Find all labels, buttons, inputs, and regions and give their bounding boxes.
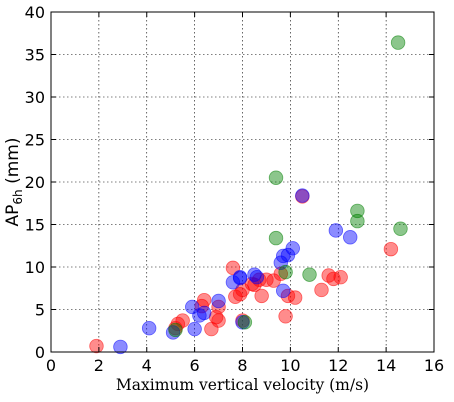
data-point-series-1: [89, 338, 104, 354]
data-point-series-1: [259, 272, 274, 287]
data-point-series-3: [168, 322, 183, 338]
data-point-series-3: [278, 264, 293, 280]
data-point-series-2: [187, 321, 202, 337]
x-tick-label: 0: [46, 356, 56, 375]
y-axis-label: AP6h (mm): [3, 138, 25, 227]
data-point-series-2: [328, 223, 344, 238]
data-point-series-2: [225, 275, 241, 290]
data-point-series-1: [211, 299, 226, 315]
data-point-series-2: [196, 305, 212, 321]
y-tick-label: 25: [25, 131, 45, 150]
y-axis-label-main: AP: [3, 205, 23, 227]
data-point-series-2: [247, 267, 262, 282]
data-point-series-2: [275, 283, 291, 299]
y-tick-label: 35: [25, 46, 45, 65]
data-point-series-1: [333, 270, 348, 285]
x-tick-label: 8: [237, 356, 247, 375]
x-tick-label: 4: [142, 356, 152, 375]
x-tick-label: 16: [424, 356, 444, 375]
x-tick-label: 14: [376, 356, 396, 375]
y-tick-label: 40: [25, 3, 45, 22]
data-point-series-1: [278, 309, 293, 324]
data-point-series-1: [326, 271, 341, 287]
data-point-series-2: [285, 241, 300, 256]
x-axis-label: Maximum vertical velocity (m/s): [116, 376, 369, 394]
data-point-series-3: [237, 315, 253, 330]
y-tick-label: 15: [25, 216, 45, 235]
data-point-series-3: [350, 213, 365, 229]
data-point-series-1: [314, 282, 329, 298]
y-axis-label-subscript: 6h: [11, 189, 25, 204]
data-point-series-3: [268, 230, 284, 246]
data-point-series-1: [211, 313, 226, 328]
data-point-series-2: [249, 270, 265, 285]
data-point-series-3: [302, 267, 317, 282]
data-point-series-2: [165, 325, 181, 340]
data-point-series-2: [211, 293, 226, 309]
data-point-series-1: [254, 288, 269, 304]
data-point-series-2: [141, 321, 157, 336]
x-tick-label: 2: [94, 356, 104, 375]
data-point-series-2: [275, 248, 291, 264]
y-tick-label: 10: [25, 258, 45, 277]
data-point-series-3: [350, 203, 365, 219]
data-point-series-2: [343, 230, 358, 245]
data-point-series-1: [232, 287, 248, 302]
y-tick-label: 5: [35, 301, 45, 320]
x-tick-label: 12: [328, 356, 348, 375]
x-tick-label: 6: [190, 356, 200, 375]
data-point-series-1: [287, 290, 303, 305]
y-tick-label: 30: [25, 88, 45, 107]
data-point-series-3: [393, 221, 408, 236]
data-point-series-2: [185, 299, 200, 315]
y-tick-label: 20: [25, 173, 45, 192]
axis-ticks: 0 2 4 6 8 10 12 14 16 0 5 10 15 20 25 30 35 40: [25, 3, 445, 375]
data-point-series-1: [196, 292, 212, 308]
x-tick-label: 10: [280, 356, 300, 375]
data-point-series-2: [295, 188, 310, 203]
data-point-series-2: [232, 270, 248, 285]
y-axis-label-suffix: (mm): [3, 138, 23, 190]
data-point-series-3: [268, 170, 284, 185]
y-tick-label: 0: [35, 343, 45, 362]
data-point-series-3: [390, 35, 406, 50]
data-points: [89, 35, 408, 355]
grid-lines: [50, 11, 435, 353]
data-point-series-1: [383, 241, 399, 257]
data-point-series-2: [113, 339, 128, 355]
